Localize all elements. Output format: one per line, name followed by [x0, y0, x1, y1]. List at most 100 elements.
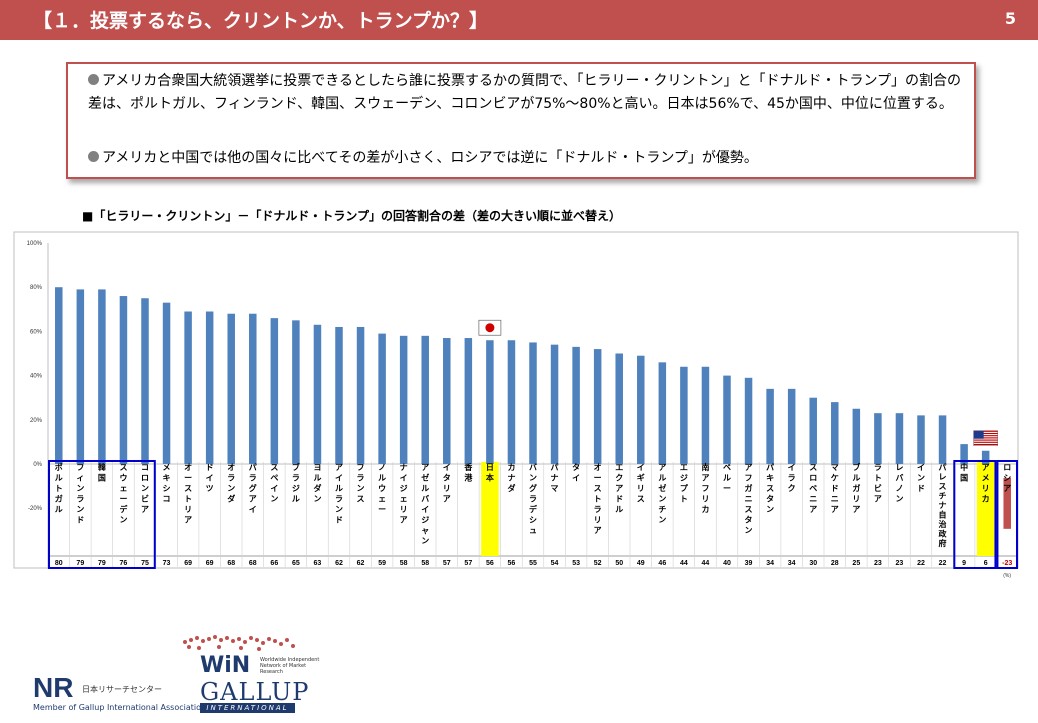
category-label: ア	[745, 463, 753, 472]
category-label: ル	[55, 505, 63, 514]
world-map-icon	[183, 635, 295, 651]
bar	[637, 355, 645, 464]
bar	[313, 324, 322, 464]
category-label: ー	[723, 484, 731, 493]
category-label: ラ	[76, 495, 84, 504]
category-label: ベ	[809, 484, 817, 493]
category-label: エ	[615, 463, 623, 472]
category-label: ス	[357, 495, 365, 504]
win-description: Worldwide Independent Network of Market …	[260, 657, 320, 675]
data-label: 58	[400, 560, 408, 567]
category-label: ツ	[206, 484, 214, 493]
category-label: メ	[163, 463, 171, 472]
chart-frame	[13, 231, 1019, 569]
bar	[55, 287, 63, 464]
category-label: ン	[270, 495, 278, 504]
category-label: ガ	[55, 494, 63, 504]
category-label: ラ	[227, 474, 235, 483]
category-label: ル	[378, 474, 386, 483]
category-label: 韓	[98, 462, 106, 472]
category-label: フ	[76, 463, 84, 472]
category-label: オ	[594, 463, 602, 472]
category-label: イ	[421, 505, 429, 514]
category-label: イ	[917, 463, 925, 472]
category-label: ダ	[227, 494, 235, 504]
highlight-box	[953, 460, 997, 569]
category-label: 府	[939, 538, 947, 548]
category-label: ア	[874, 495, 882, 504]
category-label: バ	[421, 495, 429, 504]
highlight-box	[996, 460, 1019, 569]
category-label: ア	[982, 463, 990, 472]
category-label: ダ	[507, 483, 515, 493]
category-label: 治	[939, 519, 947, 529]
summary-bullet-1: アメリカ合衆国大統領選挙に投票できるとしたら誰に投票するかの質問で、「ヒラリー・…	[88, 70, 963, 116]
category-label: イ	[206, 474, 214, 483]
category-label: ノ	[378, 463, 386, 472]
category-label: ド	[335, 516, 343, 525]
category-label: イ	[249, 505, 257, 514]
category-label: ン	[745, 526, 753, 535]
category-label: ル	[55, 474, 63, 483]
category-label: ビ	[141, 494, 149, 504]
data-label: 55	[529, 560, 537, 567]
category-label: キ	[766, 474, 774, 483]
category-label: ア	[1003, 484, 1011, 493]
bar	[356, 326, 365, 464]
data-label: 73	[163, 560, 171, 567]
category-label: ナ	[939, 501, 947, 510]
category-label: オ	[184, 463, 192, 472]
category-label: ア	[184, 516, 192, 525]
gallup-international-label: INTERNATIONAL	[200, 703, 295, 713]
category-label: ウ	[378, 484, 386, 493]
bar	[184, 311, 192, 464]
category-label: シ	[529, 516, 537, 525]
category-label: ナ	[400, 463, 408, 472]
category-label: 港	[464, 473, 473, 483]
category-label: イ	[335, 474, 343, 483]
category-label: ス	[119, 463, 127, 472]
category-label: ス	[594, 484, 602, 493]
category-label: ャ	[421, 526, 429, 535]
category-label: シ	[1003, 474, 1011, 483]
data-label: 57	[464, 560, 472, 567]
bar	[507, 340, 516, 464]
header-bar: 【１．投票するなら、クリントンか、トランプか？】 5	[0, 0, 1038, 40]
category-label: ラ	[594, 505, 602, 514]
category-label: ト	[594, 495, 602, 504]
category-label: ジ	[400, 484, 408, 493]
category-label: ィ	[76, 474, 84, 483]
y-tick-label: 80%	[30, 285, 43, 291]
data-label: 46	[658, 560, 666, 567]
bar	[98, 289, 106, 464]
category-label: カ	[701, 505, 709, 514]
category-label: 国	[960, 473, 968, 483]
category-label: ス	[766, 484, 774, 493]
usa-flag-stripe	[973, 437, 998, 439]
category-label: ー	[378, 505, 386, 514]
category-label: ド	[206, 463, 214, 472]
category-label: ニ	[745, 495, 753, 504]
category-label: カ	[982, 495, 990, 504]
highlight-cell	[976, 462, 995, 556]
category-label: キ	[163, 474, 171, 483]
category-label: 政	[939, 529, 947, 539]
bar	[831, 402, 839, 464]
category-label: ト	[55, 484, 63, 493]
category-label: ア	[594, 526, 602, 535]
category-label: ニ	[809, 495, 817, 504]
highlight-box	[48, 460, 156, 569]
data-label: 9	[962, 560, 966, 567]
data-label: 23	[896, 560, 904, 567]
bar	[723, 375, 731, 464]
bar	[917, 415, 925, 464]
category-label: ラ	[335, 495, 343, 504]
category-label: ト	[874, 474, 882, 483]
category-label: ガ	[745, 483, 753, 493]
bar	[399, 335, 408, 464]
data-label: 23	[874, 560, 882, 567]
data-label: 50	[615, 560, 623, 567]
category-label: ロ	[809, 474, 817, 483]
category-label: ジ	[421, 516, 429, 525]
category-label: ポ	[55, 462, 63, 472]
